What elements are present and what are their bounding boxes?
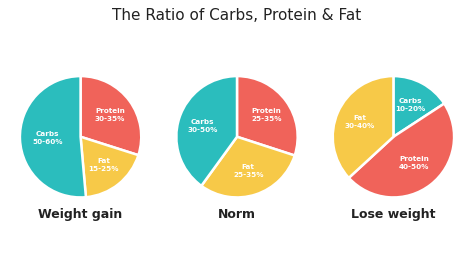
Wedge shape xyxy=(349,104,454,198)
Text: Fat
15-25%: Fat 15-25% xyxy=(88,158,118,172)
Text: Weight gain: Weight gain xyxy=(38,208,123,221)
Text: Carbs
50-60%: Carbs 50-60% xyxy=(32,131,63,145)
Wedge shape xyxy=(237,76,298,155)
Text: The Ratio of Carbs, Protein & Fat: The Ratio of Carbs, Protein & Fat xyxy=(112,8,362,23)
Text: Carbs
30-50%: Carbs 30-50% xyxy=(187,119,218,133)
Wedge shape xyxy=(201,137,295,198)
Text: Protein
25-35%: Protein 25-35% xyxy=(251,108,282,122)
Text: Norm: Norm xyxy=(218,208,256,221)
Text: Protein
40-50%: Protein 40-50% xyxy=(399,156,429,170)
Wedge shape xyxy=(81,76,141,155)
Wedge shape xyxy=(393,76,444,137)
Text: Fat
30-40%: Fat 30-40% xyxy=(345,115,375,129)
Text: Lose weight: Lose weight xyxy=(351,208,436,221)
Wedge shape xyxy=(176,76,237,186)
Wedge shape xyxy=(333,76,393,178)
Wedge shape xyxy=(20,76,86,198)
Text: Carbs
10-20%: Carbs 10-20% xyxy=(396,98,426,112)
Wedge shape xyxy=(81,137,138,197)
Text: Fat
25-35%: Fat 25-35% xyxy=(233,164,264,178)
Text: Protein
30-35%: Protein 30-35% xyxy=(95,108,125,122)
